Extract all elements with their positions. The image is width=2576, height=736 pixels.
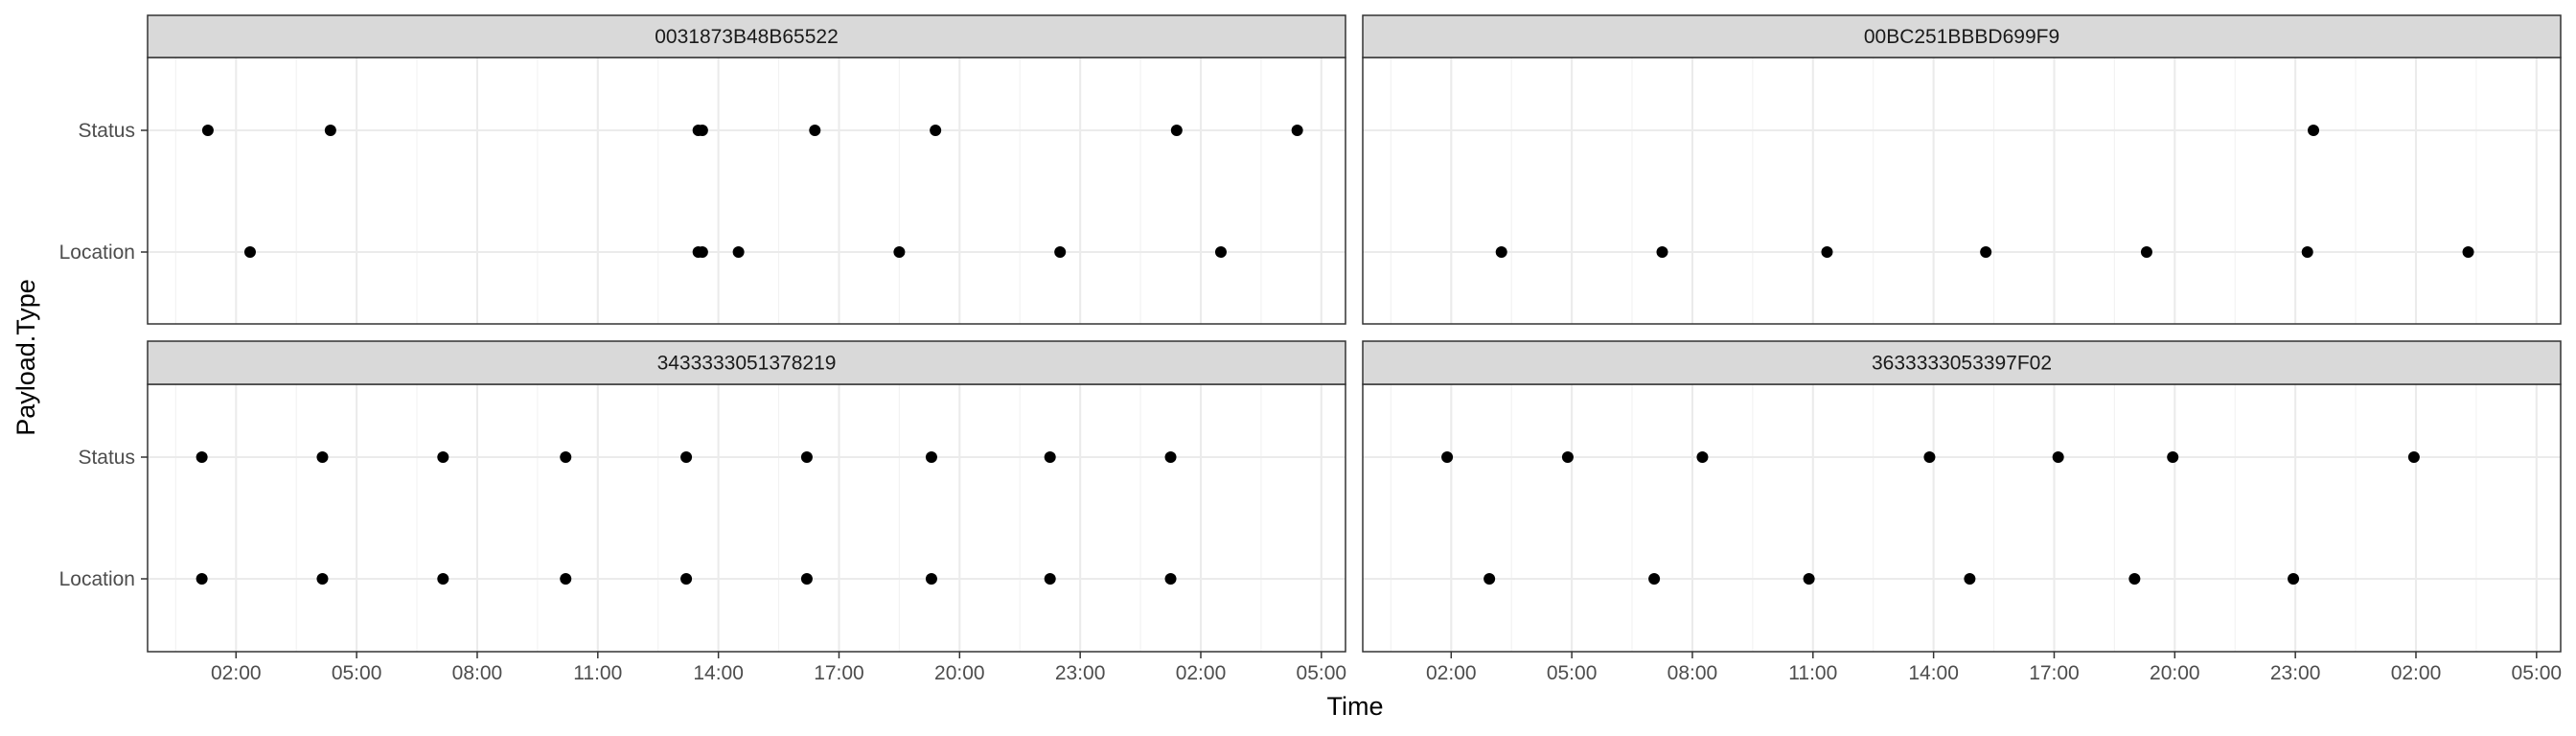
data-point: [1923, 451, 1936, 463]
x-tick-label: 05:00: [1547, 662, 1598, 684]
axes-layer: Location Status Location Status 02:00 05:00 08…: [59, 120, 2563, 684]
facet-strip: [147, 340, 1346, 385]
y-tick-label: Location: [59, 242, 135, 264]
facet-strip-title: 3633333053397F02: [1872, 353, 2052, 375]
data-point: [680, 573, 693, 585]
facet-strip-title: 0031873B48B65522: [655, 26, 839, 48]
data-point: [1656, 246, 1668, 258]
x-tick-label: 23:00: [2270, 662, 2321, 684]
data-point: [930, 125, 942, 136]
data-point: [2308, 125, 2320, 136]
data-point: [1964, 573, 1976, 585]
data-point: [1648, 573, 1661, 585]
panel-background: [148, 58, 1346, 324]
data-point: [1803, 573, 1815, 585]
x-tick-label: 11:00: [573, 662, 622, 684]
data-point: [201, 125, 214, 136]
data-point: [925, 573, 937, 585]
data-point: [2288, 573, 2300, 585]
x-tick-label: 08:00: [1668, 662, 1718, 684]
data-point: [2052, 451, 2064, 463]
data-point: [732, 246, 745, 258]
data-point: [324, 125, 336, 136]
x-tick-label: 23:00: [1055, 662, 1106, 684]
panel-background: [1363, 384, 2561, 652]
facet-strip-title: 00BC251BBBD699F9: [1864, 26, 2059, 48]
data-point: [2128, 573, 2141, 585]
panel-background: [148, 384, 1346, 652]
facet-panel: 3633333053397F02: [1362, 340, 2562, 653]
x-tick-label: 02:00: [211, 662, 262, 684]
data-point: [2407, 451, 2420, 463]
y-tick-label: Status: [78, 447, 135, 469]
data-point: [1980, 246, 1992, 258]
x-tick-label: 02:00: [1176, 662, 1227, 684]
x-tick-label: 14:00: [693, 662, 744, 684]
data-point: [2301, 246, 2313, 258]
data-point: [925, 451, 937, 463]
data-point: [437, 573, 449, 585]
x-tick-label: 02:00: [2391, 662, 2442, 684]
y-axis-title: Payload.Type: [12, 279, 40, 436]
data-point: [680, 451, 693, 463]
facet-strip: [1362, 14, 2562, 58]
data-point: [1484, 573, 1496, 585]
panels-layer: 0031873B48B65522 00BC251BBBD699F9 34333330…: [147, 14, 2562, 653]
x-tick-label: 20:00: [2150, 662, 2200, 684]
data-point: [1696, 451, 1709, 463]
data-point: [560, 451, 572, 463]
x-tick-label: 02:00: [1426, 662, 1477, 684]
data-point: [196, 573, 208, 585]
data-point: [316, 451, 329, 463]
data-point: [316, 573, 329, 585]
data-point: [560, 573, 572, 585]
x-tick-label: 11:00: [1788, 662, 1837, 684]
data-point: [800, 573, 813, 585]
facet-strip: [147, 14, 1346, 58]
data-point: [2462, 246, 2474, 258]
data-point: [800, 451, 813, 463]
facet-strip-title: 3433333051378219: [657, 353, 837, 375]
x-tick-label: 05:00: [1297, 662, 1347, 684]
data-point: [1054, 246, 1067, 258]
data-point: [243, 246, 256, 258]
x-tick-label: 14:00: [1908, 662, 1959, 684]
data-point: [1441, 451, 1454, 463]
facet-panel: 3433333051378219: [147, 340, 1346, 653]
data-point: [1164, 451, 1177, 463]
x-tick-label: 05:00: [2512, 662, 2563, 684]
data-point: [1291, 125, 1303, 136]
x-tick-label: 20:00: [934, 662, 985, 684]
data-point: [2140, 246, 2152, 258]
data-point: [1214, 246, 1227, 258]
panel-background: [1363, 58, 2561, 324]
data-point: [696, 125, 708, 136]
data-point: [809, 125, 821, 136]
facet-panel: 0031873B48B65522: [147, 14, 1346, 325]
data-point: [1821, 246, 1833, 258]
x-axis-title: Time: [1327, 692, 1384, 721]
data-point: [1044, 573, 1056, 585]
data-point: [696, 246, 708, 258]
data-point: [1044, 451, 1056, 463]
x-tick-label: 17:00: [2029, 662, 2080, 684]
data-point: [437, 451, 449, 463]
data-point: [196, 451, 208, 463]
x-tick-label: 17:00: [814, 662, 864, 684]
data-point: [1164, 573, 1177, 585]
data-point: [1170, 125, 1183, 136]
y-tick-label: Status: [78, 120, 135, 142]
facet-strip: [1362, 340, 2562, 385]
facet-panel: 00BC251BBBD699F9: [1362, 14, 2562, 325]
data-point: [1561, 451, 1574, 463]
y-tick-label: Location: [59, 568, 135, 590]
data-point: [1495, 246, 1507, 258]
x-tick-label: 08:00: [452, 662, 503, 684]
data-point: [893, 246, 906, 258]
data-point: [2167, 451, 2179, 463]
x-tick-label: 05:00: [332, 662, 382, 684]
